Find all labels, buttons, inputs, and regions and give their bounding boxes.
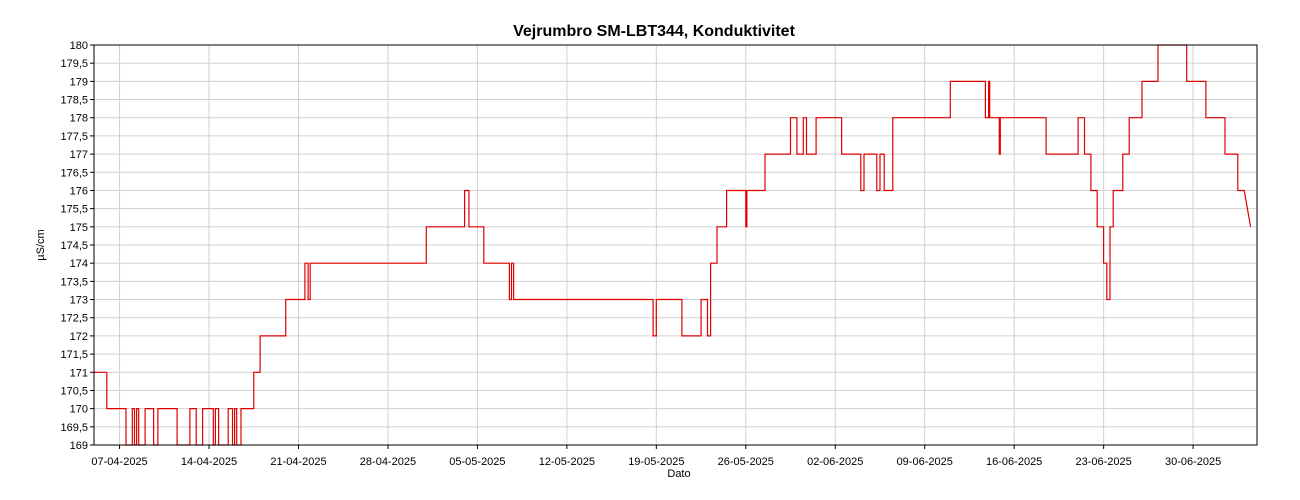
- y-tick-label: 177: [70, 149, 88, 161]
- y-tick-label: 172,5: [60, 313, 88, 325]
- x-tick-label: 23-06-2025: [1075, 456, 1131, 468]
- y-tick-label: 172: [70, 331, 88, 343]
- series-group: [94, 44, 1252, 446]
- x-tick-label: 07-04-2025: [91, 456, 147, 468]
- y-tick-label: 180: [70, 40, 88, 52]
- y-tick-label: 179,5: [60, 58, 88, 70]
- y-tick-label: 177,5: [60, 131, 88, 143]
- y-tick-label: 171,5: [60, 349, 88, 361]
- y-tick-label: 169: [70, 440, 88, 452]
- x-axis-label: Dato: [667, 468, 690, 480]
- x-tick-label: 12-05-2025: [539, 456, 595, 468]
- y-tick-label: 179: [70, 76, 88, 88]
- y-tick-label: 170: [70, 404, 88, 416]
- y-axis-label: µS/cm: [35, 229, 47, 260]
- y-tick-label: 174,5: [60, 240, 88, 252]
- chart-title: Vejrumbro SM-LBT344, Konduktivitet: [513, 23, 795, 40]
- x-tick-label: 30-06-2025: [1165, 456, 1221, 468]
- x-tick-label: 19-05-2025: [628, 456, 684, 468]
- y-tick-label: 178,5: [60, 95, 88, 107]
- plot-frame: [93, 44, 1258, 446]
- x-tick-label: 21-04-2025: [270, 456, 326, 468]
- y-tick-label: 176: [70, 185, 88, 197]
- x-tick-label: 16-06-2025: [986, 456, 1042, 468]
- y-tick-label: 170,5: [60, 385, 88, 397]
- y-tick-label: 176,5: [60, 167, 88, 179]
- y-tick-label: 175: [70, 222, 88, 234]
- x-tick-label: 26-05-2025: [718, 456, 774, 468]
- grid: [94, 44, 1257, 446]
- x-tick-label: 05-05-2025: [449, 456, 505, 468]
- x-tick-label: 28-04-2025: [360, 456, 416, 468]
- y-tick-label: 178: [70, 113, 88, 125]
- y-tick-label: 171: [70, 367, 88, 379]
- x-tick-label: 09-06-2025: [897, 456, 953, 468]
- y-tick-label: 173,5: [60, 276, 88, 288]
- x-axis: 07-04-2025 14-04-2025 21-04-2025 28-04-2025…: [91, 445, 1221, 468]
- y-tick-label: 169,5: [60, 422, 88, 434]
- x-tick-label: 14-04-2025: [181, 456, 237, 468]
- y-tick-label: 173: [70, 295, 88, 307]
- y-tick-label: 174: [70, 258, 88, 270]
- x-tick-label: 02-06-2025: [807, 456, 863, 468]
- y-axis: 169 169,5 170 170,5 171 171,5 172 172,5 173 173,5…: [60, 40, 94, 452]
- y-tick-label: 175,5: [60, 204, 88, 216]
- series-line: [94, 44, 1252, 446]
